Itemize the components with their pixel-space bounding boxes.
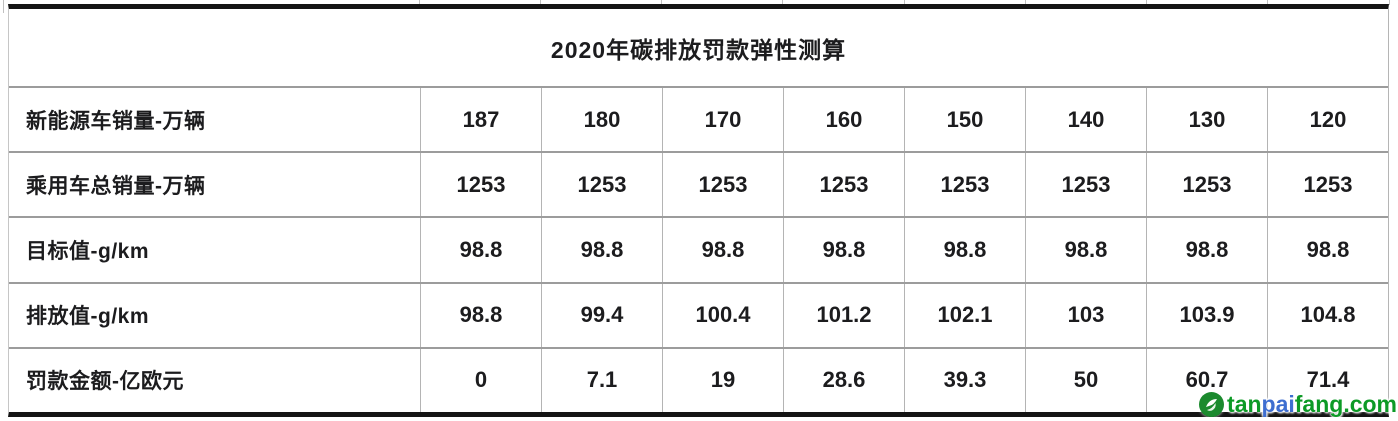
value-cell: 160 xyxy=(783,88,904,152)
watermark-text-segment: pai xyxy=(1261,391,1295,417)
table-title: 2020年碳排放罚款弹性测算 xyxy=(550,36,847,63)
value-cell: 102.1 xyxy=(904,283,1025,347)
watermark-text-segment: tan xyxy=(1227,391,1262,417)
table-row: 新能源车销量-万辆 187 180 170 160 150 140 130 120 xyxy=(9,88,1388,154)
value-cell: 98.8 xyxy=(420,283,541,347)
value-cell: 19 xyxy=(662,348,783,413)
value-cell: 39.3 xyxy=(904,348,1025,413)
value-cell: 180 xyxy=(541,88,662,152)
gridline-stub xyxy=(661,0,662,5)
table-row: 排放值-g/km 98.8 99.4 100.4 101.2 102.1 103 103.9 1… xyxy=(9,283,1388,349)
value-cell: 130 xyxy=(1146,88,1267,152)
value-cell: 1253 xyxy=(1025,153,1146,217)
value-cell: 1253 xyxy=(1267,153,1388,217)
value-cell: 1253 xyxy=(783,153,904,217)
value-cell: 1253 xyxy=(904,153,1025,217)
gridline-stub xyxy=(904,0,905,5)
gridline-stub xyxy=(782,0,783,5)
value-cell: 1253 xyxy=(541,153,662,217)
gridline-stub xyxy=(1025,0,1026,5)
table-title-row: 2020年碳排放罚款弹性测算 xyxy=(9,9,1388,88)
value-cell: 187 xyxy=(420,88,541,152)
table-body: 新能源车销量-万辆 187 180 170 160 150 140 130 120 乘用车总销量-… xyxy=(9,88,1388,413)
value-cell: 0 xyxy=(420,348,541,413)
value-cell: 1253 xyxy=(420,153,541,217)
gridline-stub xyxy=(419,0,420,5)
value-cell: 98.8 xyxy=(662,218,783,282)
value-cell: 140 xyxy=(1025,88,1146,152)
value-cell: 98.8 xyxy=(904,218,1025,282)
watermark-text: tanpaifang.com xyxy=(1227,391,1397,418)
value-cell: 100.4 xyxy=(662,283,783,347)
value-cell: 98.8 xyxy=(1267,218,1388,282)
watermark: tanpaifang.com xyxy=(1199,391,1397,418)
value-cell: 103.9 xyxy=(1146,283,1267,347)
value-cell: 1253 xyxy=(662,153,783,217)
table-row: 罚款金额-亿欧元 0 7.1 19 28.6 39.3 50 60.7 71.4 xyxy=(9,348,1388,413)
value-cell: 50 xyxy=(1025,348,1146,413)
value-cell: 1253 xyxy=(1146,153,1267,217)
value-cell: 98.8 xyxy=(541,218,662,282)
row-label: 排放值-g/km xyxy=(26,305,150,329)
value-cell: 150 xyxy=(904,88,1025,152)
value-cell: 101.2 xyxy=(783,283,904,347)
value-cell: 7.1 xyxy=(541,348,662,413)
watermark-text-segment: fang.com xyxy=(1294,391,1397,417)
penalty-elasticity-table: 2020年碳排放罚款弹性测算 新能源车销量-万辆 187 180 170 160 150 1… xyxy=(8,4,1389,417)
row-label: 罚款金额-亿欧元 xyxy=(26,370,184,394)
gridline-stub xyxy=(1267,0,1268,5)
gridline-stub xyxy=(3,0,4,13)
row-label: 目标值-g/km xyxy=(26,240,150,263)
tanpaifang-logo-icon xyxy=(1199,392,1225,417)
gridline-stub xyxy=(540,0,541,5)
value-cell: 98.8 xyxy=(420,218,541,282)
value-cell: 170 xyxy=(662,88,783,152)
value-cell: 98.8 xyxy=(1146,218,1267,282)
value-cell: 120 xyxy=(1267,88,1388,152)
table-row: 乘用车总销量-万辆 1253 1253 1253 1253 1253 1253 1253 125… xyxy=(9,153,1388,219)
row-label: 乘用车总销量-万辆 xyxy=(26,174,206,198)
value-cell: 99.4 xyxy=(541,283,662,347)
value-cell: 103 xyxy=(1025,283,1146,347)
value-cell: 104.8 xyxy=(1267,283,1388,347)
value-cell: 98.8 xyxy=(783,218,904,282)
value-cell: 98.8 xyxy=(1025,218,1146,282)
row-label: 新能源车销量-万辆 xyxy=(26,109,206,133)
value-cell: 60.7 xyxy=(1146,348,1267,413)
gridline-stub xyxy=(1389,0,1390,5)
gridline-stub xyxy=(1146,0,1147,5)
value-cell: 28.6 xyxy=(783,348,904,413)
value-cell: 71.4 xyxy=(1267,348,1388,413)
table-row: 目标值-g/km 98.8 98.8 98.8 98.8 98.8 98.8 98.8 98.8 xyxy=(9,218,1388,284)
